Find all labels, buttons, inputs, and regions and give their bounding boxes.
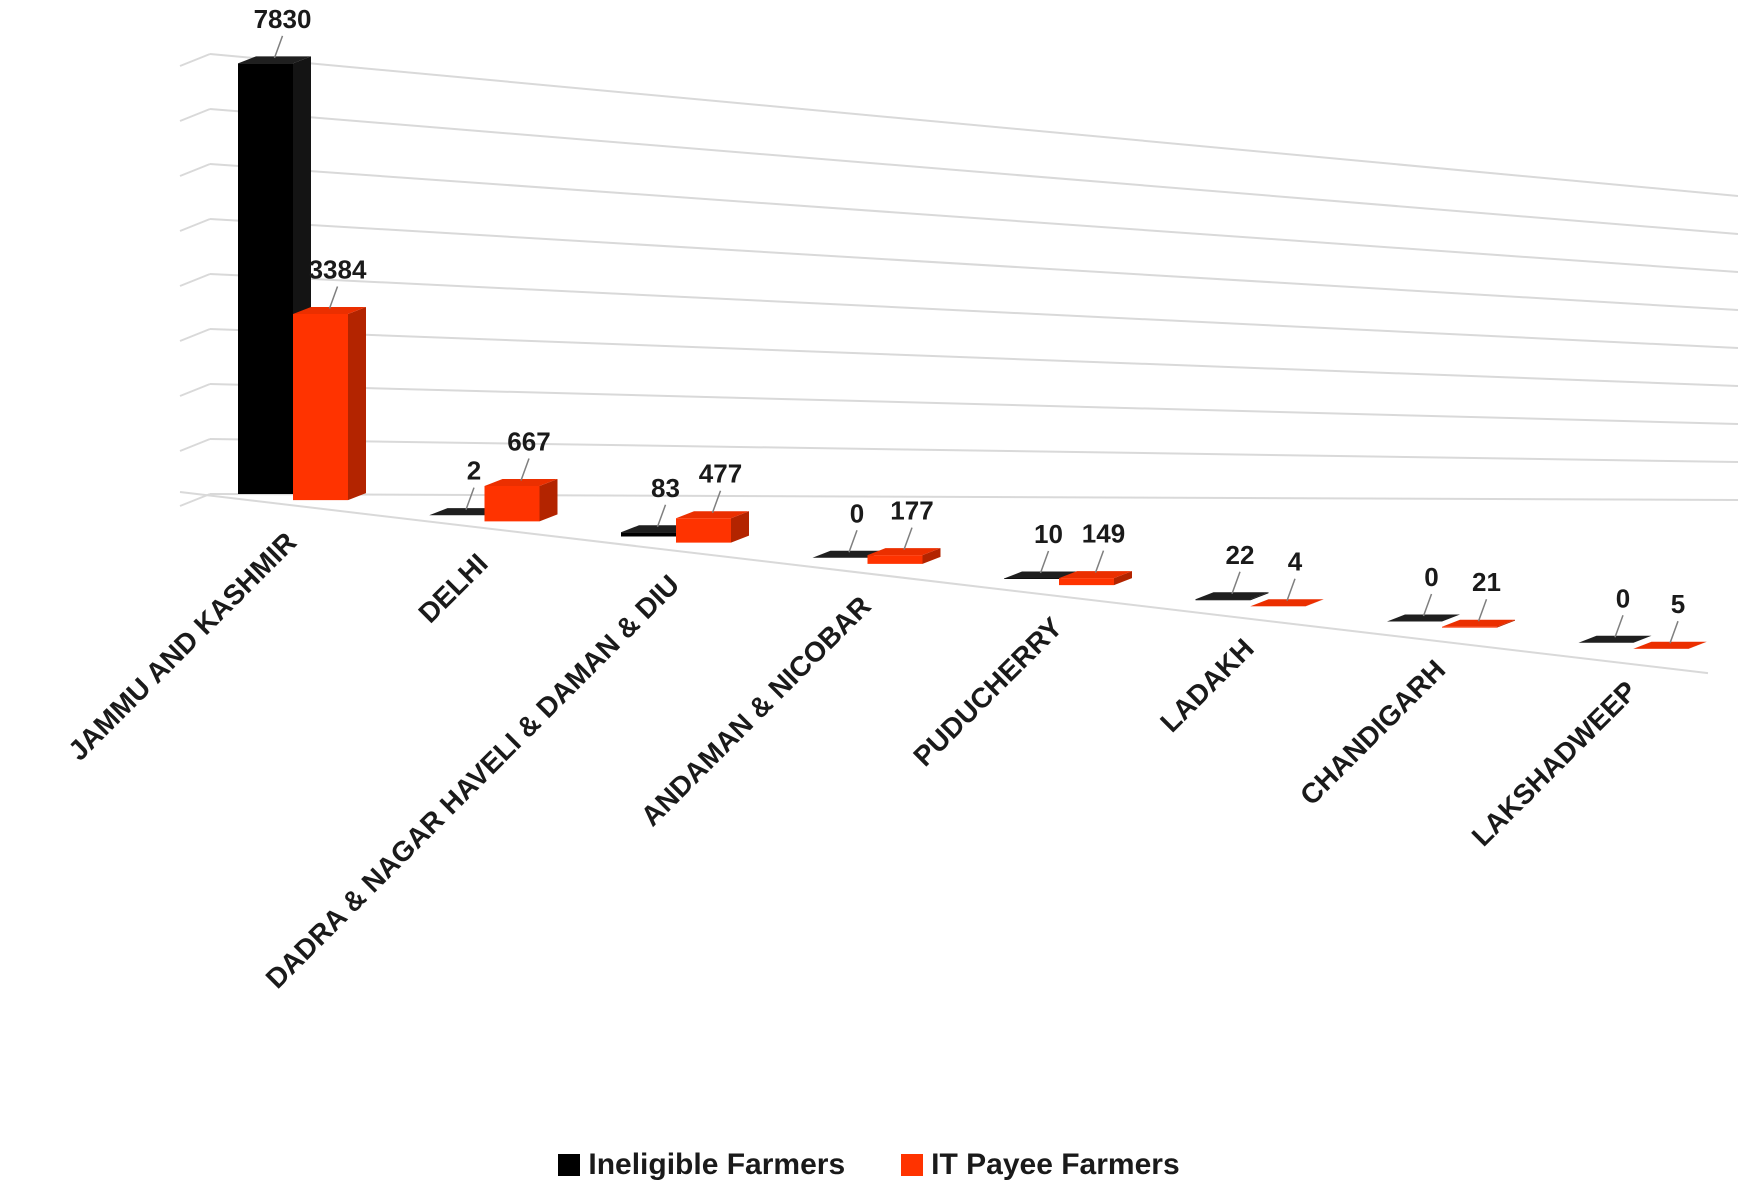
leader-1-5 xyxy=(1286,578,1296,601)
category-label-1: DELHI xyxy=(412,548,493,629)
bar-ineligible-5 xyxy=(1195,592,1269,601)
leader-0-1 xyxy=(465,487,475,510)
data-label-ineligible-6: 0 xyxy=(1424,562,1438,592)
bar-it-payee-1 xyxy=(484,478,558,522)
gridline-6 xyxy=(209,163,1738,273)
bar-it-payee-6 xyxy=(1442,619,1515,628)
category-label-7: LAKSHADWEEP xyxy=(1466,675,1643,852)
gridline-1 xyxy=(209,438,1738,463)
chart-floor xyxy=(179,491,1709,675)
leader-0-5 xyxy=(1231,571,1241,595)
gridlines xyxy=(179,53,1738,507)
category-label-2: DADRA & NAGAR HAVELI & DAMAN & DIU xyxy=(260,569,686,995)
data-label-ineligible-3: 0 xyxy=(850,498,864,528)
leader-1-3 xyxy=(903,527,913,550)
leader-1-6 xyxy=(1477,598,1488,622)
leader-1-0 xyxy=(328,286,339,309)
data-label-ineligible-1: 2 xyxy=(467,456,481,486)
category-label-0: JAMMU AND KASHMIR xyxy=(62,526,302,766)
data-label-ineligible-4: 10 xyxy=(1034,519,1063,549)
legend-swatch-ineligible xyxy=(558,1154,581,1176)
bar-it-payee-3 xyxy=(867,548,941,564)
bar-ineligible-3 xyxy=(812,550,886,558)
bars xyxy=(238,56,1707,649)
leader-0-4 xyxy=(1039,550,1050,574)
legend: Ineligible Farmers IT Payee Farmers xyxy=(0,1148,1738,1182)
data-label-it-payee-6: 21 xyxy=(1472,567,1501,597)
floor-edge xyxy=(179,491,1709,675)
leader-0-6 xyxy=(1422,593,1433,617)
leader-0-3 xyxy=(848,530,858,553)
bar-it-payee-4 xyxy=(1059,571,1132,586)
data-label-ineligible-2: 83 xyxy=(651,473,680,503)
gridline-tick-6 xyxy=(179,163,211,177)
legend-label-it-payee: IT Payee Farmers xyxy=(931,1148,1180,1181)
gridline-tick-8 xyxy=(179,53,211,67)
gridline-2 xyxy=(209,383,1738,425)
legend-item-it-payee-farmers[interactable]: IT Payee Farmers xyxy=(901,1148,1180,1182)
data-label-it-payee-5: 4 xyxy=(1288,547,1303,577)
leader-1-2 xyxy=(711,490,722,513)
data-label-it-payee-7: 5 xyxy=(1671,589,1685,619)
gridline-tick-2 xyxy=(179,383,211,397)
gridline-3 xyxy=(209,328,1738,387)
leader-0-0 xyxy=(273,35,284,59)
data-label-it-payee-1: 667 xyxy=(507,426,550,456)
gridline-7 xyxy=(209,108,1738,235)
gridline-tick-5 xyxy=(179,218,211,232)
bar-ineligible-6 xyxy=(1387,614,1460,622)
legend-item-ineligible-farmers[interactable]: Ineligible Farmers xyxy=(558,1148,845,1182)
category-label-6: CHANDIGARH xyxy=(1294,654,1451,811)
gridline-tick-3 xyxy=(179,328,211,342)
gridline-tick-1 xyxy=(179,438,211,452)
leader-1-1 xyxy=(520,458,530,481)
bar-it-payee-5 xyxy=(1250,599,1324,607)
leader-0-7 xyxy=(1614,615,1624,638)
data-label-it-payee-2: 477 xyxy=(699,459,742,489)
data-label-ineligible-7: 0 xyxy=(1616,583,1630,613)
gridline-tick-0 xyxy=(179,493,211,507)
data-label-ineligible-5: 22 xyxy=(1226,540,1255,570)
gridline-tick-4 xyxy=(179,273,211,287)
data-label-it-payee-4: 149 xyxy=(1082,519,1125,549)
data-label-leaders xyxy=(273,35,1679,644)
legend-swatch-it-payee xyxy=(901,1154,924,1176)
gridline-4 xyxy=(209,273,1738,349)
bar-it-payee-7 xyxy=(1633,641,1707,649)
gridline-8 xyxy=(209,53,1738,197)
bar-it-payee-0 xyxy=(293,306,366,501)
data-label-it-payee-3: 177 xyxy=(890,496,933,526)
leader-1-7 xyxy=(1669,620,1679,644)
data-label-ineligible-0: 7830 xyxy=(254,4,312,34)
category-label-3: ANDAMAN & NICOBAR xyxy=(635,590,877,832)
data-labels: 7830 3384 2 667 83 477 0 177 10 149 22 4 0 21 0 5 xyxy=(254,4,1686,619)
bar-it-payee-2 xyxy=(676,511,749,543)
gridline-0 xyxy=(209,493,1738,501)
gridline-tick-7 xyxy=(179,108,211,122)
category-label-5: LADAKH xyxy=(1154,633,1260,739)
gridline-5 xyxy=(209,218,1738,311)
legend-label-ineligible: Ineligible Farmers xyxy=(588,1148,846,1181)
leader-1-4 xyxy=(1094,550,1105,573)
category-label-4: PUDUCHERRY xyxy=(907,611,1068,772)
bar-ineligible-7 xyxy=(1578,635,1652,643)
data-label-it-payee-0: 3384 xyxy=(309,254,367,284)
leader-0-2 xyxy=(656,504,667,528)
